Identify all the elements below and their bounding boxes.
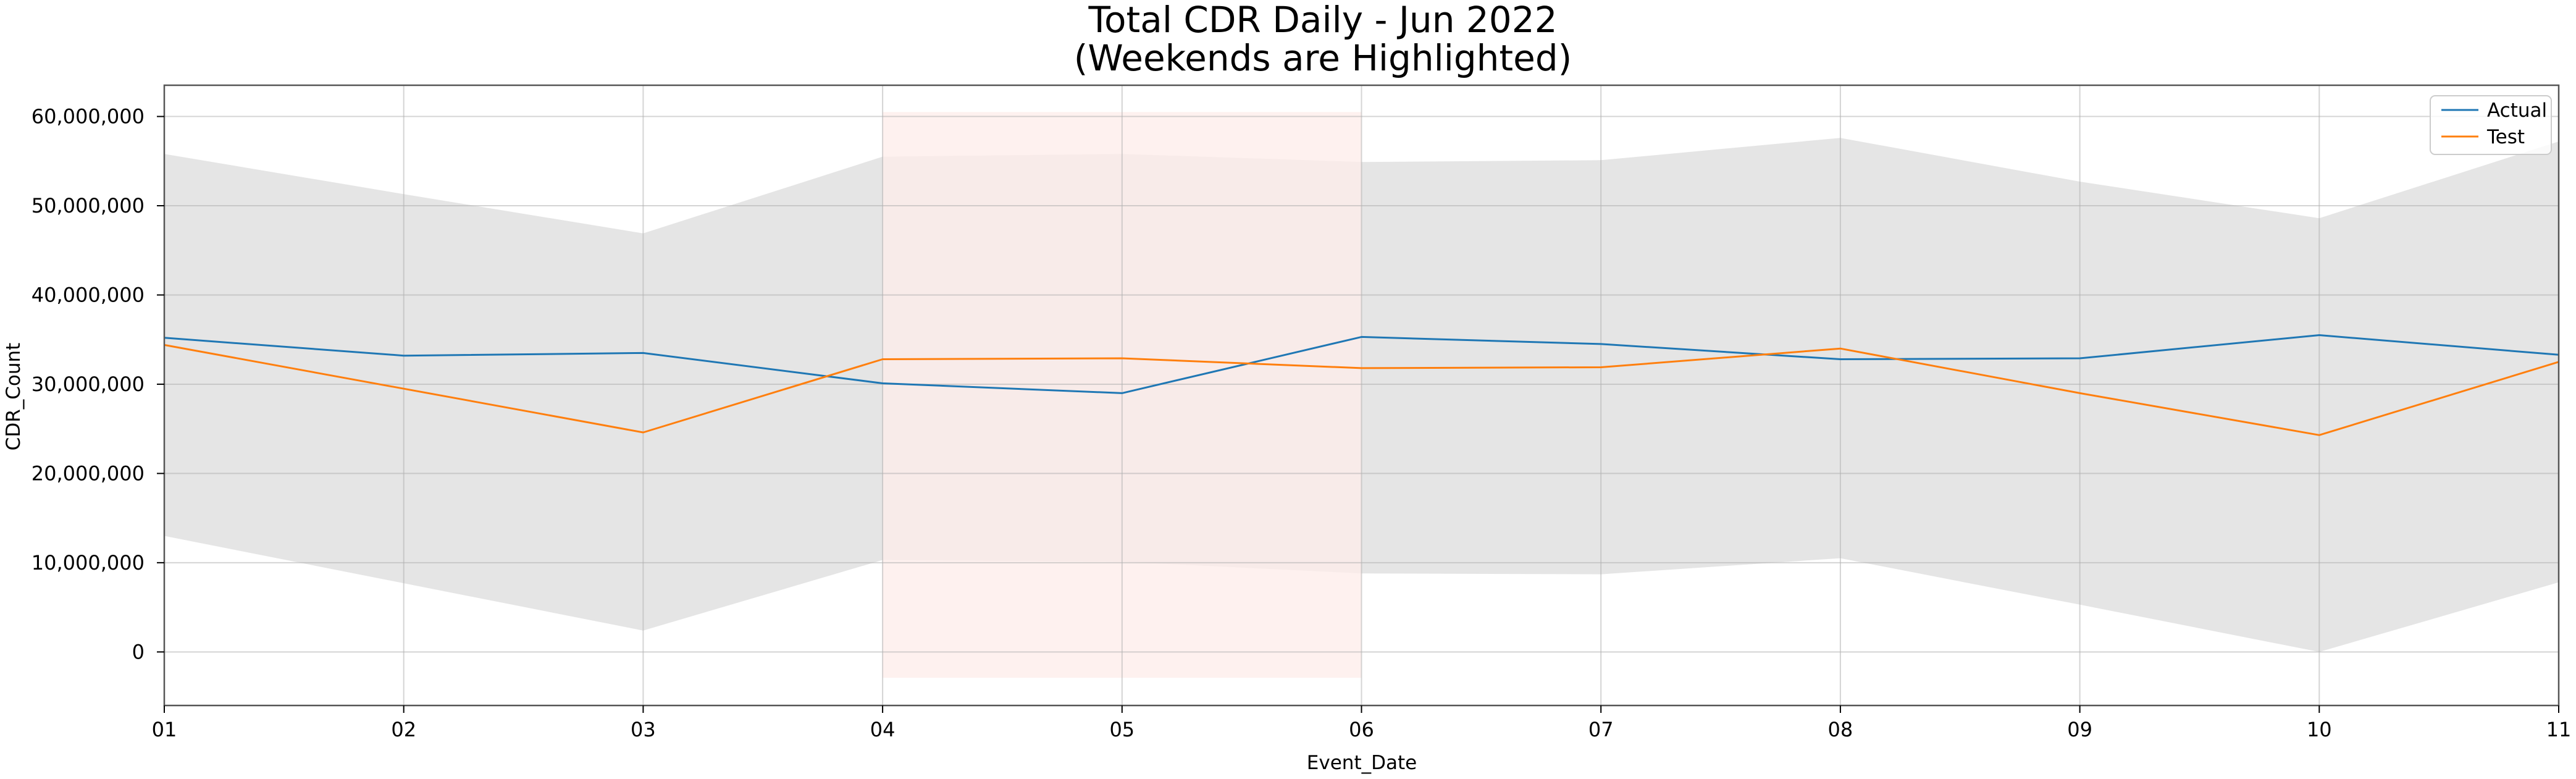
x-tick-label-06: 06	[1349, 718, 1374, 741]
legend: Actual Test	[2430, 95, 2552, 155]
legend-label-test: Test	[2486, 126, 2525, 148]
x-tick-label-07: 07	[1588, 718, 1614, 741]
plot-area	[163, 84, 2560, 707]
x-tick-label-09: 09	[2067, 718, 2092, 741]
y-tick-label-0: 0	[132, 640, 145, 663]
y-tick-label-6: 60,000,000	[31, 105, 145, 128]
legend-label-actual: Actual	[2487, 99, 2547, 122]
chart-title-line2: (Weekends are Highlighted)	[1074, 37, 1572, 79]
y-tick-label-5: 50,000,000	[31, 194, 145, 217]
y-tick-label-4: 40,000,000	[31, 283, 145, 306]
x-tick-label-08: 08	[1828, 718, 1853, 741]
y-axis-label: CDR_Count	[2, 343, 25, 451]
x-tick-label-02: 02	[391, 718, 416, 741]
x-tick-label-01: 01	[152, 718, 177, 741]
x-tick-label-04: 04	[870, 718, 896, 741]
y-axis: 0 10,000,000 20,000,000 30,000,000 40,000,00…	[31, 105, 164, 663]
y-tick-label-2: 20,000,000	[31, 461, 145, 485]
x-tick-label-10: 10	[2307, 718, 2332, 741]
x-axis: 01 02 03 04 05 06 07 08 09 10 11	[152, 705, 2572, 741]
series-line-test	[164, 343, 2559, 436]
x-tick-label-11: 11	[2546, 718, 2572, 741]
y-tick-label-1: 10,000,000	[31, 551, 145, 575]
y-tick-label-3: 30,000,000	[31, 373, 145, 396]
series-line-actual	[164, 334, 2559, 394]
chart-title-line1: Total CDR Daily - Jun 2022	[1088, 0, 1557, 41]
x-tick-label-03: 03	[631, 718, 656, 741]
x-axis-label: Event_Date	[1307, 752, 1417, 774]
x-tick-label-05: 05	[1109, 718, 1135, 741]
